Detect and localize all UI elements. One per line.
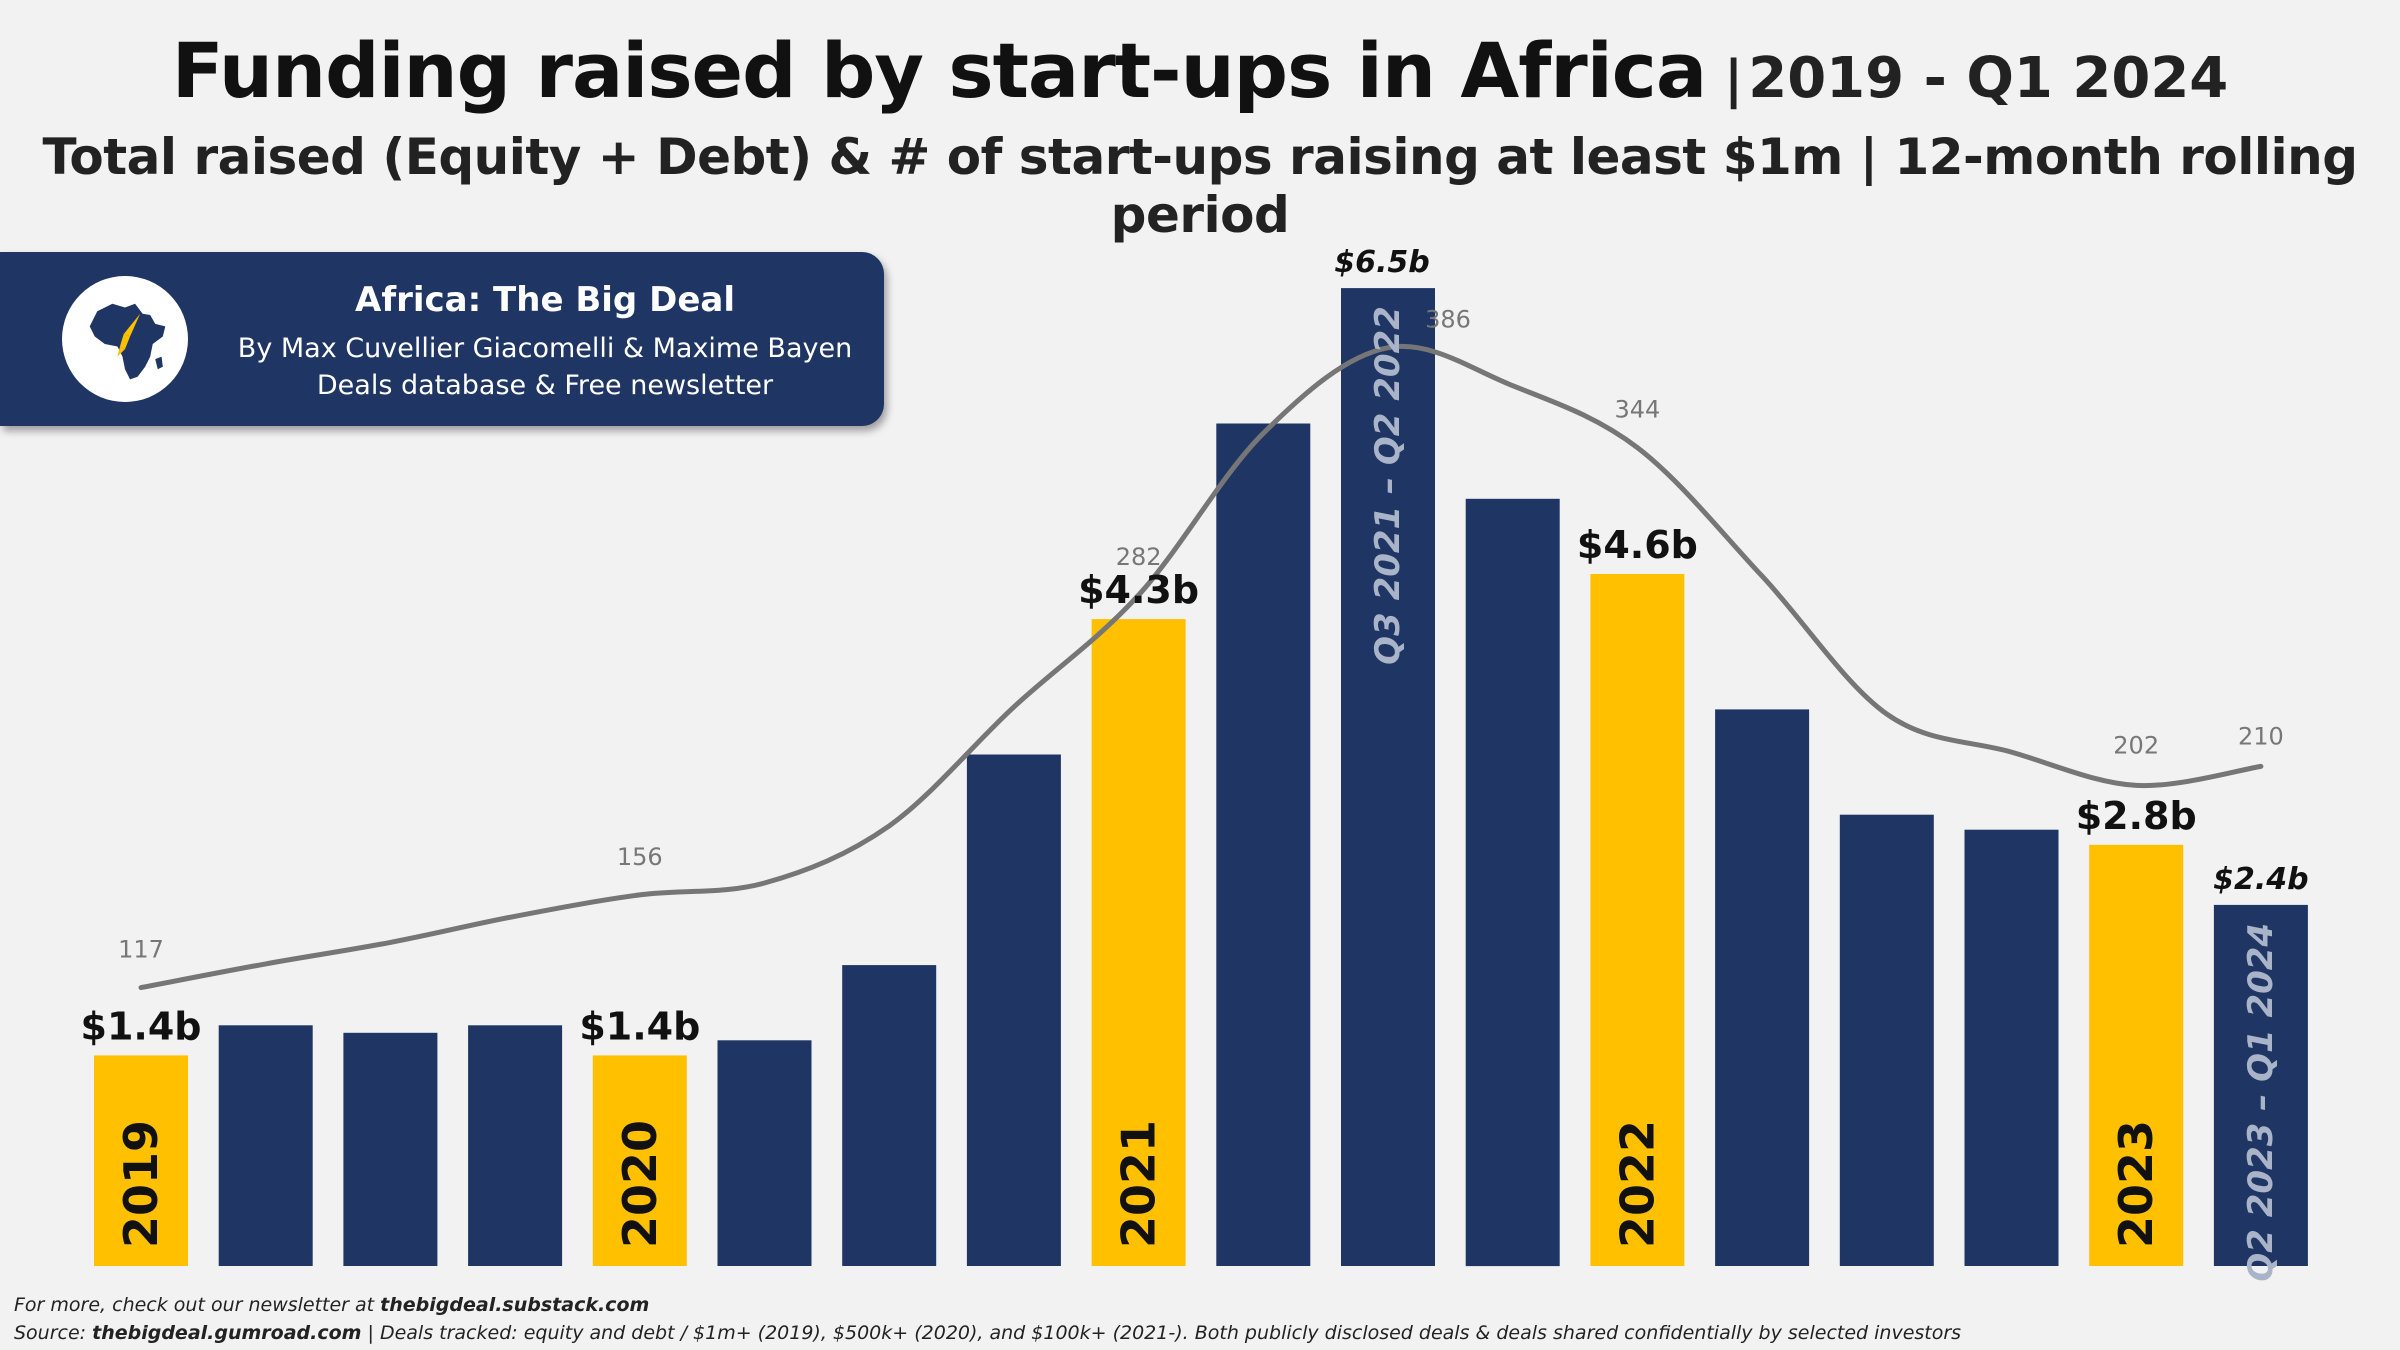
bar-text-8: 2021 xyxy=(1112,1120,1166,1248)
value-label-12: $4.6b xyxy=(1577,523,1698,567)
line-layer xyxy=(138,343,2264,991)
value-label-10: $6.5b xyxy=(1334,245,1430,280)
bar-5 xyxy=(717,1040,812,1266)
bar-15 xyxy=(1964,829,2059,1266)
footer-source-label: Source: xyxy=(14,1322,93,1344)
newsletter-link[interactable]: thebigdeal.substack.com xyxy=(380,1294,650,1316)
line-label-10: 386 xyxy=(1425,306,1471,334)
line-label-16: 202 xyxy=(2113,731,2159,759)
bar-0 xyxy=(94,1055,188,1266)
footer-newsletter: For more, check out our newsletter at th… xyxy=(14,1294,649,1316)
bar-12 xyxy=(1590,574,1685,1266)
bar-6 xyxy=(842,965,937,1266)
bar-text-12: 2022 xyxy=(1610,1120,1664,1248)
value-label-17: $2.4b xyxy=(2213,862,2309,897)
africa-rocket-logo-icon xyxy=(62,276,188,402)
bar-16 xyxy=(2089,844,2184,1266)
value-label-8: $4.3b xyxy=(1078,568,1199,612)
bar-text-10: Q3 2021 – Q2 2022 xyxy=(1368,306,1408,665)
banner-tagline: Deals database & Free newsletter xyxy=(316,370,774,401)
bar-8 xyxy=(1091,619,1186,1266)
bar-11 xyxy=(1465,498,1560,1267)
value-label-0: $1.4b xyxy=(81,1004,202,1048)
bar-text-0: 2019 xyxy=(114,1120,168,1248)
bar-1 xyxy=(218,1025,313,1266)
bar-17 xyxy=(2213,904,2308,1266)
bar-3 xyxy=(468,1025,563,1266)
bar-10 xyxy=(1341,288,1435,1267)
bar-text-16: 2023 xyxy=(2109,1120,2163,1248)
bar-14 xyxy=(1839,814,1934,1266)
chart-title: Funding raised by start-ups in Africa | 2… xyxy=(0,26,2400,115)
bar-2 xyxy=(343,1032,438,1266)
brand-banner[interactable]: Africa: The Big Deal By Max Cuvellier Gi… xyxy=(0,252,884,426)
line-label-0: 117 xyxy=(118,936,164,964)
line-label-4: 156 xyxy=(617,843,663,871)
line-label-12: 344 xyxy=(1614,396,1660,424)
line-label-17: 210 xyxy=(2238,722,2284,750)
title-range: 2019 - Q1 2024 xyxy=(1748,46,2229,111)
footer-newsletter-text: For more, check out our newsletter at xyxy=(14,1294,381,1316)
bars-layer xyxy=(94,288,2308,1267)
footer-source: Source: thebigdeal.gumroad.com | Deals t… xyxy=(14,1322,1961,1344)
line-label-8: 282 xyxy=(1116,543,1162,571)
bar-text-4: 2020 xyxy=(613,1120,667,1248)
banner-authors: By Max Cuvellier Giacomelli & Maxime Bay… xyxy=(237,333,853,364)
value-label-4: $1.4b xyxy=(579,1004,700,1048)
value-label-16: $2.8b xyxy=(2076,794,2197,838)
bar-text-17: Q2 2023 – Q1 2024 xyxy=(2241,923,2281,1282)
title-main: Funding raised by start-ups in Africa xyxy=(171,26,1707,115)
footer-source-text: | Deals tracked: equity and debt / $1m+ … xyxy=(361,1322,1962,1344)
funding-chart: 2019 $1.4b 2020 $1.4b 2021 $4.3b Q3 2021 – Q2 … xyxy=(81,245,2309,1282)
banner-title: Africa: The Big Deal xyxy=(355,280,735,320)
source-link[interactable]: thebigdeal.gumroad.com xyxy=(92,1322,362,1344)
labels-layer: 2019 $1.4b 2020 $1.4b 2021 $4.3b Q3 2021 – Q2 … xyxy=(81,245,2309,1282)
bar-9 xyxy=(1216,423,1311,1266)
bar-7 xyxy=(966,754,1061,1266)
title-separator: | xyxy=(1724,50,1744,110)
bar-13 xyxy=(1715,709,1810,1266)
startups-count-line xyxy=(138,343,2264,991)
chart-subtitle: Total raised (Equity + Debt) & # of star… xyxy=(42,128,2358,244)
bar-4 xyxy=(592,1055,687,1266)
